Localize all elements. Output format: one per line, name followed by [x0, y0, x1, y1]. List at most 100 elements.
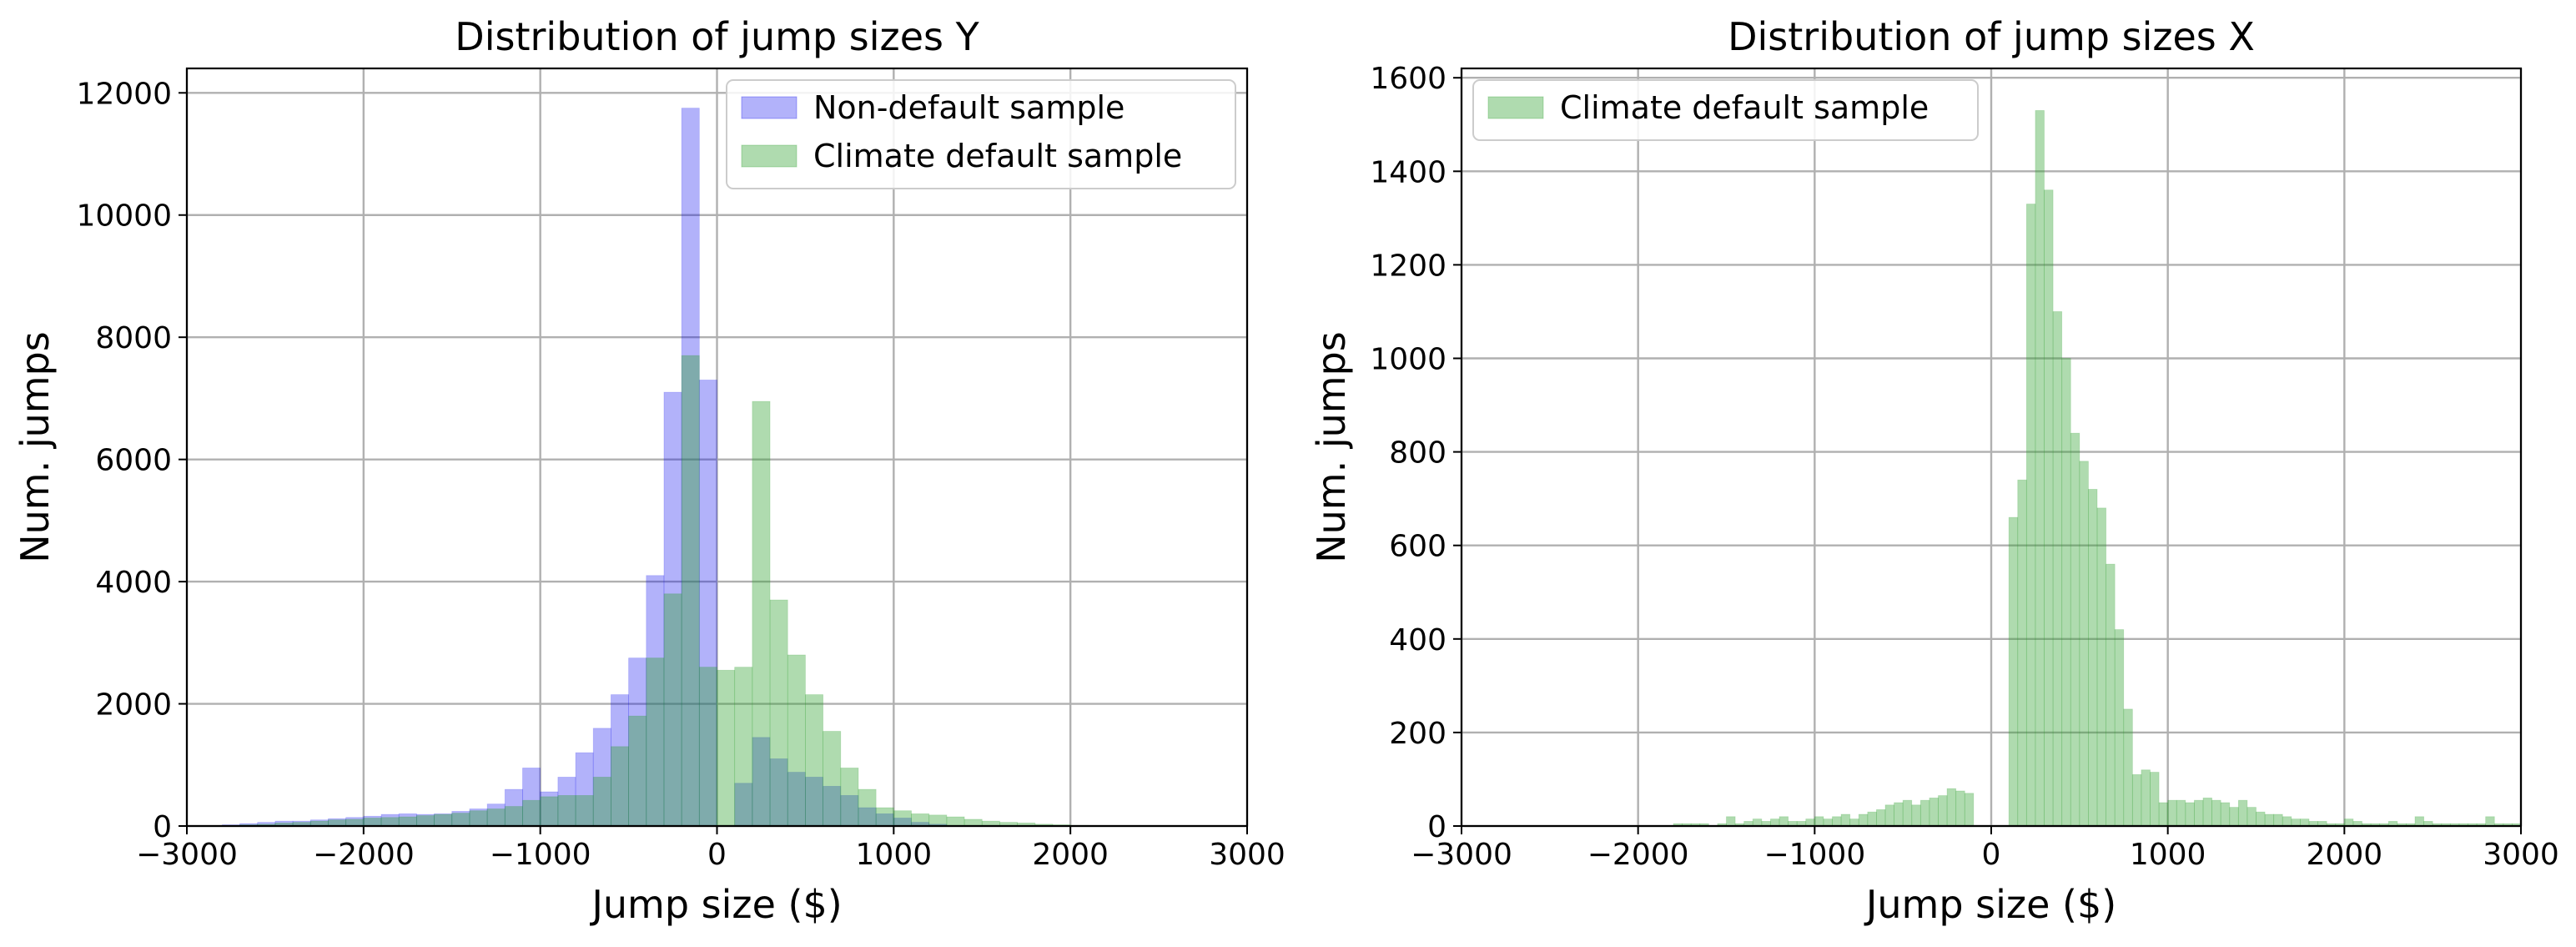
histogram-bar [2291, 819, 2301, 827]
x-tick-label: 2000 [1032, 838, 1109, 872]
histogram-bar [1919, 799, 1930, 827]
histogram-bar [2096, 507, 2106, 827]
histogram-bar [2167, 799, 2177, 827]
y-tick-label: 400 [1389, 623, 1446, 657]
y-tick-label: 0 [153, 810, 172, 844]
histogram-bar [858, 788, 877, 827]
histogram-bar [1867, 811, 1877, 827]
x-axis-title: Jump size ($) [1864, 882, 2116, 927]
legend-swatch [741, 96, 797, 119]
histogram-bar [2088, 489, 2098, 827]
histogram-bar [1884, 804, 1894, 827]
histogram-bar [1929, 797, 1939, 827]
chart-panel-right: Distribution of jump sizes X Num. jumps … [1309, 14, 2559, 927]
histogram-bar [380, 817, 400, 827]
y-tick-label: 600 [1389, 530, 1446, 564]
y-tick-label: 4000 [95, 566, 172, 600]
histogram-bar [522, 799, 541, 827]
histogram-bar [2237, 799, 2248, 827]
ticks: −3000 −2000 −1000 0 1000 2000 3000 0 200 400 600 80… [1370, 62, 2558, 872]
y-tick-label: 200 [1389, 717, 1446, 751]
legend: Climate default sample [1472, 79, 1979, 141]
histogram-bar [1955, 790, 1965, 827]
histogram-bar [1805, 819, 1815, 827]
histogram-bar [2017, 479, 2027, 827]
histogram-bar [2176, 799, 2186, 827]
x-tick-label: −2000 [1587, 838, 1689, 872]
chart-panel-left: Distribution of jump sizes Y Num. jumps … [13, 14, 1285, 927]
x-tick-label: 3000 [2483, 838, 2559, 872]
histogram-bar [2485, 816, 2495, 827]
histogram-bar [557, 794, 576, 827]
histogram-bar [2229, 807, 2239, 827]
histogram-bar [681, 355, 700, 827]
histogram-bar [1832, 816, 1842, 827]
histogram-bars [1673, 110, 2522, 827]
legend-box [1472, 79, 1979, 141]
histogram-bar [2141, 769, 2151, 827]
histogram-bar [805, 694, 824, 827]
histogram-bar [787, 654, 806, 827]
histogram-bar [434, 814, 453, 827]
histogram-bar [1823, 819, 1833, 827]
histogram-bars [221, 108, 1089, 827]
legend-box [726, 79, 1236, 189]
histogram-bar [1752, 819, 1763, 827]
histogram-bar [2264, 814, 2275, 827]
legend-swatch [741, 144, 797, 168]
histogram-bar [2025, 204, 2036, 827]
histogram-bar [752, 400, 771, 827]
x-tick-label: 1000 [2130, 838, 2206, 872]
x-tick-label: 2000 [2307, 838, 2383, 872]
x-tick-label: 1000 [856, 838, 933, 872]
histogram-bar [2414, 816, 2424, 827]
histogram-bar [415, 815, 435, 827]
histogram-bar [893, 810, 912, 827]
y-tick-label: 800 [1389, 436, 1446, 471]
histogram-bar [928, 814, 948, 827]
legend-label: Climate default sample [813, 138, 1182, 174]
histogram-bar [963, 819, 983, 827]
y-tick-label: 2000 [95, 688, 172, 723]
histogram-bar [769, 599, 788, 827]
histogram-bar [2114, 629, 2125, 827]
y-axis-title: Num. jumps [13, 331, 58, 563]
y-axis-title: Num. jumps [1309, 331, 1354, 563]
histogram-bar [540, 796, 559, 827]
histogram-bar [717, 669, 736, 827]
histogram-bar [1770, 819, 1780, 827]
histogram-bar [911, 813, 930, 827]
histogram-bar [1964, 793, 1975, 827]
histogram-bar [1814, 816, 1824, 827]
x-tick-label: −2000 [313, 838, 415, 872]
histogram-bar [2061, 358, 2071, 827]
histogram-bar [663, 593, 682, 827]
histogram-bar [1849, 819, 1859, 827]
legend: Non-default sample Climate default sample [726, 79, 1236, 189]
legend-swatch [1487, 96, 1544, 119]
histogram-bar [2211, 799, 2221, 827]
x-axis-title: Jump size ($) [589, 882, 842, 927]
y-tick-label: 1400 [1370, 155, 1446, 189]
histogram-bar [734, 667, 753, 827]
histogram-bar [575, 794, 594, 827]
histogram-bar [875, 807, 894, 827]
histogram-bar [398, 816, 417, 827]
histogram-bar [1779, 816, 1789, 827]
histogram-bar [2008, 516, 2019, 827]
x-tick-label: 0 [1982, 838, 2001, 872]
histogram-bar [1902, 799, 1913, 827]
x-tick-label: −3000 [1411, 838, 1512, 872]
ticks: −3000 −2000 −1000 0 1000 2000 3000 0 2000 4000 600… [76, 77, 1285, 872]
histogram-bar [2070, 432, 2080, 827]
histogram-bar [2246, 807, 2257, 827]
histogram-bar [469, 810, 488, 827]
y-tick-label: 12000 [76, 77, 172, 111]
histogram-bar [1938, 795, 1948, 827]
y-tick-label: 1000 [1370, 343, 1446, 377]
histogram-bar [1726, 816, 1736, 827]
histogram-bar [698, 667, 717, 827]
histogram-bar [628, 715, 647, 827]
histogram-bar [2256, 811, 2266, 827]
y-tick-label: 10000 [76, 199, 172, 234]
